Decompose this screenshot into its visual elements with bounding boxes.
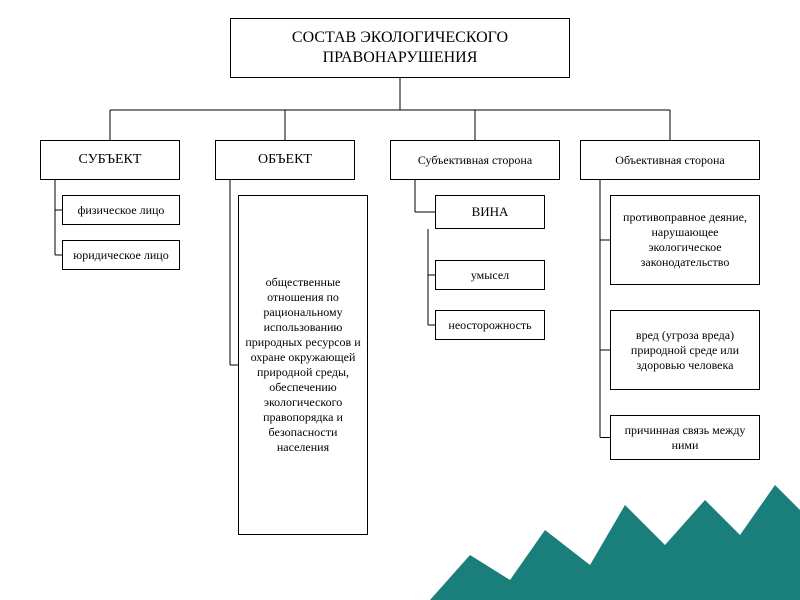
obj-side-item-text: противоправное деяние, нарушающее эколог… bbox=[617, 210, 753, 270]
vina-box: ВИНА bbox=[435, 195, 545, 229]
title-text: СОСТАВ ЭКОЛОГИЧЕСКОГО ПРАВОНАРУШЕНИЯ bbox=[237, 28, 563, 68]
connector-lines bbox=[0, 0, 800, 600]
vina-text: ВИНА bbox=[472, 204, 509, 220]
subj-side-item: умысел bbox=[435, 260, 545, 290]
obj-side-item-text: причинная связь между ними bbox=[617, 423, 753, 453]
obj-side-item: причинная связь между ними bbox=[610, 415, 760, 460]
teal-polygon bbox=[430, 485, 800, 600]
object-header-text: ОБЪЕКТ bbox=[258, 151, 312, 169]
subj-side-item-text: неосторожность bbox=[448, 318, 531, 333]
subj-side-header-text: Субъективная сторона bbox=[418, 153, 532, 168]
obj-side-header: Объективная сторона bbox=[580, 140, 760, 180]
obj-side-header-text: Объективная сторона bbox=[615, 153, 724, 168]
subj-side-item: неосторожность bbox=[435, 310, 545, 340]
subject-item-text: юридическое лицо bbox=[73, 248, 168, 263]
subject-header: СУБЪЕКТ bbox=[40, 140, 180, 180]
subj-side-item-text: умысел bbox=[471, 268, 509, 283]
object-item: общественные отношения по рациональному … bbox=[238, 195, 368, 535]
obj-side-item: противоправное деяние, нарушающее эколог… bbox=[610, 195, 760, 285]
subject-item: юридическое лицо bbox=[62, 240, 180, 270]
object-header: ОБЪЕКТ bbox=[215, 140, 355, 180]
subject-item-text: физическое лицо bbox=[78, 203, 165, 218]
obj-side-item-text: вред (угроза вреда) природной среде или … bbox=[617, 328, 753, 373]
object-item-text: общественные отношения по рациональному … bbox=[245, 275, 361, 455]
subject-item: физическое лицо bbox=[62, 195, 180, 225]
title-box: СОСТАВ ЭКОЛОГИЧЕСКОГО ПРАВОНАРУШЕНИЯ bbox=[230, 18, 570, 78]
subject-header-text: СУБЪЕКТ bbox=[79, 151, 142, 169]
subj-side-header: Субъективная сторона bbox=[390, 140, 560, 180]
obj-side-item: вред (угроза вреда) природной среде или … bbox=[610, 310, 760, 390]
decorative-shape bbox=[0, 0, 800, 600]
